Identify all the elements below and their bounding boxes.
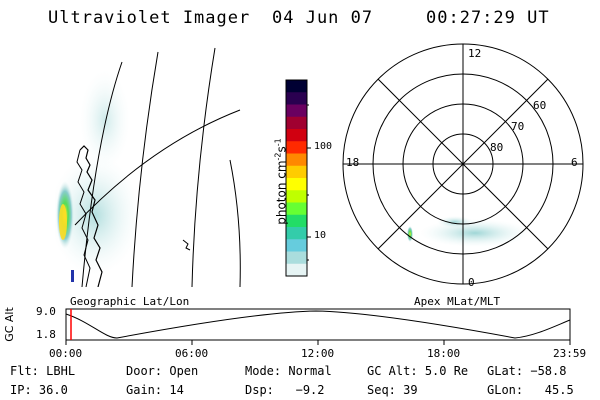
status-glat: GLat: −58.8: [487, 364, 566, 378]
status-value: LBHL: [46, 364, 76, 378]
status-label: Mode:: [245, 364, 282, 378]
status-value: −58.8: [530, 364, 567, 378]
colorbar-segment: [286, 92, 307, 106]
polar-caption: Apex MLat/MLT: [414, 295, 501, 308]
timeline-xtick: 06:00: [175, 347, 209, 360]
coastline: [76, 149, 91, 287]
timeline-ytick: 1.8: [36, 328, 56, 341]
timeline-xtick: 12:00: [301, 347, 335, 360]
aurora-blue-pixel: [71, 270, 74, 282]
aurora-haze: [55, 155, 140, 275]
status-label: Door:: [126, 364, 163, 378]
timeline-xtick: 00:00: [49, 347, 83, 360]
image-time: 00:27:29 UT: [426, 8, 550, 28]
colorbar-segment: [286, 227, 307, 240]
unit-seconds: s: [274, 146, 289, 153]
status-gcalt: GC Alt: 5.0 Re: [367, 364, 468, 378]
colorbar-tick-label: 10: [314, 230, 327, 241]
instrument-title: Ultraviolet Imager: [48, 8, 251, 28]
timeline-ytick: 9.0: [36, 305, 56, 318]
colorbar-segment: [286, 165, 307, 179]
colorbar-segment: [286, 239, 307, 253]
timeline-xtick: 23:59: [553, 347, 587, 360]
colorbar: [286, 80, 307, 277]
meridian-line: [131, 51, 159, 287]
mlt-diagonal: [377, 78, 549, 250]
orbit-timeline: [65, 308, 571, 345]
colorbar-segment: [286, 104, 307, 118]
status-label: GC Alt:: [367, 364, 418, 378]
colorbar-unit-label: photon cm-2s-1: [274, 127, 289, 237]
status-label: Gain:: [126, 383, 163, 397]
status-dsp: Dsp: −9.2: [245, 383, 325, 397]
status-value: Normal: [288, 364, 332, 378]
aurora-haze-2: [80, 70, 130, 170]
status-label: Flt:: [10, 364, 39, 378]
status-label: Dsp:: [245, 383, 274, 397]
status-door: Door: Open: [126, 364, 198, 378]
colorbar-segment: [286, 202, 307, 216]
geographic-map: [55, 47, 241, 287]
coastline: [79, 145, 103, 287]
colorbar-tick-label: 100: [314, 141, 333, 152]
colorbar-segment: [286, 263, 307, 277]
colorbar-frame: [285, 79, 308, 277]
mlt-label-18: 18: [346, 156, 360, 169]
status-value: −9.2: [281, 383, 325, 397]
meridian-line: [191, 47, 216, 287]
status-label: IP:: [10, 383, 32, 397]
mlt-label-12: 12: [468, 47, 482, 60]
status-ip: IP: 36.0: [10, 383, 68, 397]
image-date: 04 Jun 07: [272, 8, 374, 28]
status-label: GLon:: [487, 383, 524, 397]
unit-exponent: -2: [273, 152, 283, 161]
aurora-band-core: [59, 204, 67, 240]
mlt-label-6: 6: [571, 156, 578, 169]
unit-text: photon cm: [274, 160, 289, 225]
status-label: Seq:: [367, 383, 396, 397]
colorbar-segment: [286, 141, 307, 155]
status-gain: Gain: 14: [126, 383, 184, 397]
altitude-curve: [65, 310, 571, 339]
status-value: 14: [169, 383, 184, 397]
colorbar-segment: [286, 214, 307, 228]
status-value: Open: [169, 364, 199, 378]
status-label: GLat:: [487, 364, 524, 378]
status-flt: Flt: LBHL: [10, 364, 75, 378]
colorbar-segment: [286, 116, 307, 130]
colorbar-segment: [286, 80, 307, 93]
mlat-label-60: 60: [533, 99, 547, 112]
colorbar-segment: [286, 153, 307, 167]
polar-plot: [342, 43, 584, 285]
meridian-line: [229, 159, 241, 287]
mlat-label-70: 70: [511, 120, 525, 133]
status-glon: GLon: 45.5: [487, 383, 574, 397]
colorbar-segment: [286, 129, 307, 142]
colorbar-segment: [286, 178, 307, 191]
unit-exponent: -1: [273, 138, 283, 147]
status-seq: Seq: 39: [367, 383, 418, 397]
timeline-axis-label: GC Alt: [2, 307, 16, 342]
aurora-bright-spot: [407, 226, 413, 242]
timeline-xtick: 18:00: [427, 347, 461, 360]
colorbar-segment: [286, 190, 307, 204]
status-mode: Mode: Normal: [245, 364, 332, 378]
timeline-frame: [65, 308, 571, 341]
status-value: 5.0 Re: [424, 364, 469, 378]
colorbar-segment: [286, 251, 307, 265]
status-value: 36.0: [38, 383, 68, 397]
mlat-label-80: 80: [490, 141, 504, 154]
mlt-label-0: 0: [468, 276, 475, 289]
status-value: 39: [403, 383, 418, 397]
map-caption: Geographic Lat/Lon: [70, 295, 190, 308]
status-value: 45.5: [530, 383, 574, 397]
aurora-haze: [437, 216, 473, 228]
island-outline: [182, 239, 191, 251]
